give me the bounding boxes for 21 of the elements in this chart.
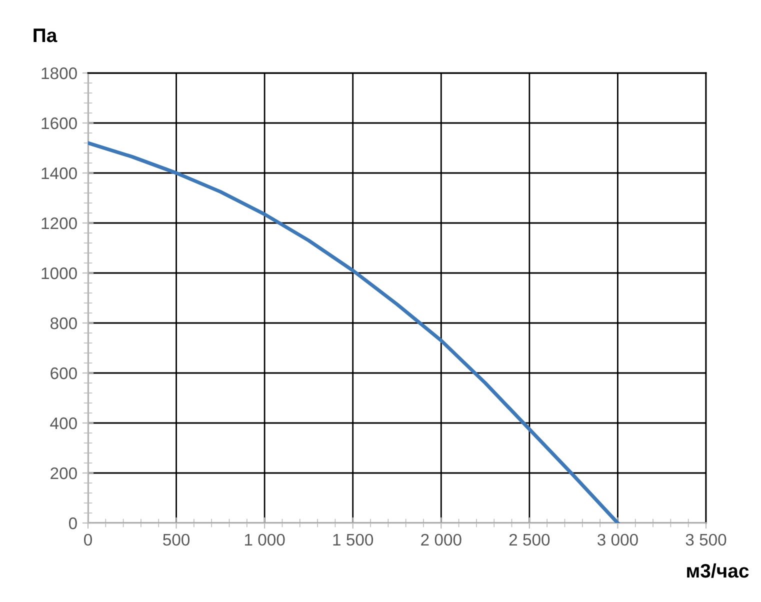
y-tick-label: 400 — [50, 417, 77, 430]
y-tick-label: 0 — [68, 517, 77, 530]
y-axis-title: Па — [34, 28, 58, 42]
y-tick-label: 1800 — [42, 67, 77, 80]
x-tick-label: 3 500 — [686, 534, 726, 546]
y-tick-label: 800 — [50, 317, 77, 330]
x-tick-label: 1 500 — [333, 534, 374, 546]
x-tick-label: 500 — [163, 534, 190, 546]
y-tick-label: 1000 — [42, 267, 77, 280]
y-tick-label: 1600 — [42, 117, 77, 130]
x-tick-label: 2 500 — [509, 534, 550, 546]
y-tick-label: 1400 — [42, 167, 77, 180]
line-series — [88, 141, 620, 523]
x-tick-label: 0 — [84, 534, 92, 546]
x-tick-label: 3 000 — [598, 534, 638, 546]
x-tick-label: 2 000 — [421, 534, 462, 546]
y-tick-label: 1200 — [42, 217, 77, 230]
y-tick-label: 200 — [50, 467, 77, 480]
x-axis-title: м3/час — [687, 563, 749, 578]
x-tick-label: 1 000 — [244, 534, 285, 546]
y-tick-label: 600 — [50, 367, 77, 380]
